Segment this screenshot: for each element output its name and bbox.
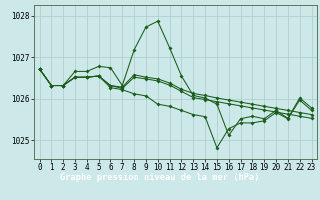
Text: Graphe pression niveau de la mer (hPa): Graphe pression niveau de la mer (hPa) <box>60 173 260 182</box>
